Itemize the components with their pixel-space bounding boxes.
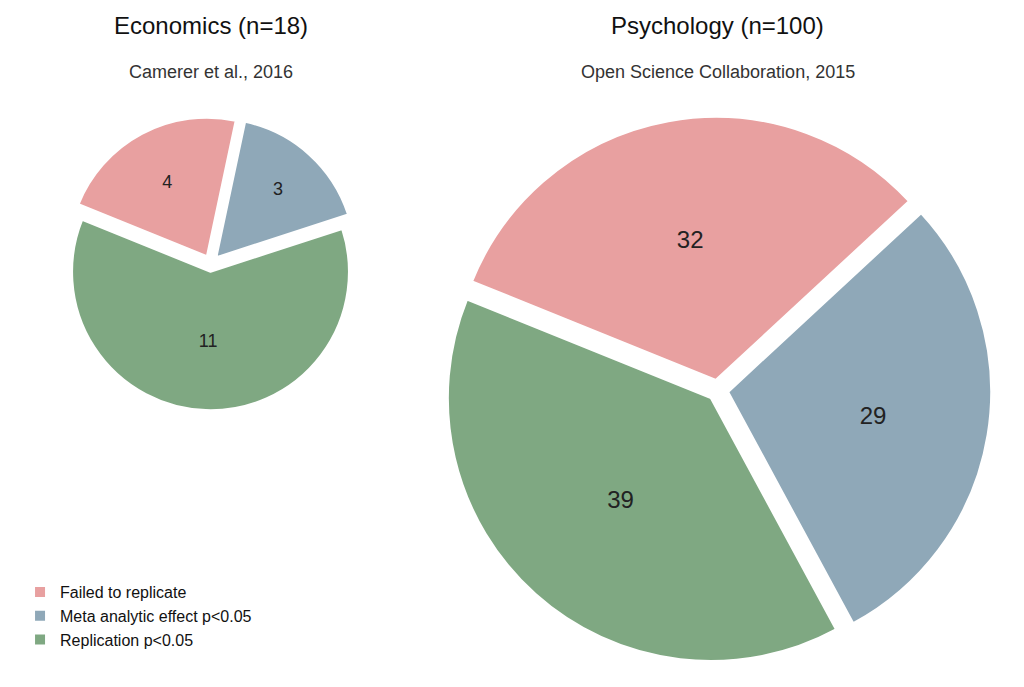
svg-text:Meta analytic effect p<0.05: Meta analytic effect p<0.05 [60, 608, 251, 625]
svg-text:Psychology (n=100): Psychology (n=100) [611, 12, 824, 39]
svg-text:4: 4 [162, 172, 172, 192]
svg-text:39: 39 [607, 486, 634, 513]
svg-text:32: 32 [677, 226, 704, 253]
svg-text:Economics (n=18): Economics (n=18) [114, 12, 308, 39]
svg-text:Camerer et al., 2016: Camerer et al., 2016 [129, 62, 293, 82]
svg-text:Replication p<0.05: Replication p<0.05 [60, 632, 193, 649]
svg-text:Open Science Collaboration, 20: Open Science Collaboration, 2015 [581, 62, 855, 82]
svg-text:3: 3 [273, 179, 283, 199]
svg-text:Failed to replicate: Failed to replicate [60, 584, 186, 601]
svg-text:11: 11 [199, 331, 218, 351]
svg-text:29: 29 [860, 402, 887, 429]
